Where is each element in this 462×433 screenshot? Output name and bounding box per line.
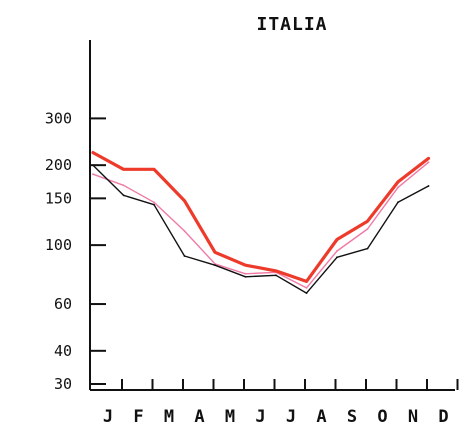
x-tick-label: J [286,407,296,427]
series-line-3 [92,161,430,289]
data-point [336,256,338,259]
data-point [122,194,125,197]
data-point [397,181,399,183]
y-tick-label: 30 [54,375,72,393]
data-point [305,292,308,294]
data-point [122,168,125,171]
data-point [122,184,125,187]
data-point [92,164,94,167]
data-point [92,151,94,154]
x-tick-label: M [225,407,235,427]
x-tick-label: J [103,407,113,427]
x-tick-label: D [438,407,448,427]
x-tick-label: J [255,407,265,427]
data-point [153,201,155,204]
data-point [244,264,247,267]
data-point [397,201,399,204]
y-tick-label: 60 [54,295,72,313]
data-point [366,247,369,250]
data-point [305,287,308,289]
data-point [427,185,430,187]
series-line-1 [91,151,431,283]
data-point [244,272,247,275]
x-tick-label: S [347,407,357,427]
data-point [244,275,247,278]
x-tick-label: A [194,407,204,427]
data-point [183,199,186,202]
y-tick-label: 100 [45,236,72,254]
x-tick-label: N [408,407,418,427]
series-line-2 [92,164,430,294]
data-point [214,251,216,254]
data-point [427,161,430,164]
y-tick-label: 300 [45,109,72,127]
data-point [275,274,277,277]
data-point [366,220,369,223]
data-point [153,168,155,171]
data-point [214,264,216,267]
data-point [427,157,430,160]
chart-title: ITALIA [256,14,327,35]
y-tick-label: 40 [54,342,72,360]
data-point [183,255,186,257]
data-point [305,280,308,283]
data-point [183,230,186,232]
x-tick-label: O [377,407,387,427]
data-point [92,173,94,176]
x-tick-label: M [164,407,174,427]
data-point [153,203,155,206]
data-point [366,228,369,230]
y-tick-label: 200 [45,156,72,174]
data-point [336,238,338,241]
y-tick-label: 150 [45,189,72,207]
x-tick-label: F [133,407,143,427]
data-point [275,270,277,272]
x-tick-label: A [316,407,326,427]
data-point [397,186,399,189]
data-point [336,250,338,252]
